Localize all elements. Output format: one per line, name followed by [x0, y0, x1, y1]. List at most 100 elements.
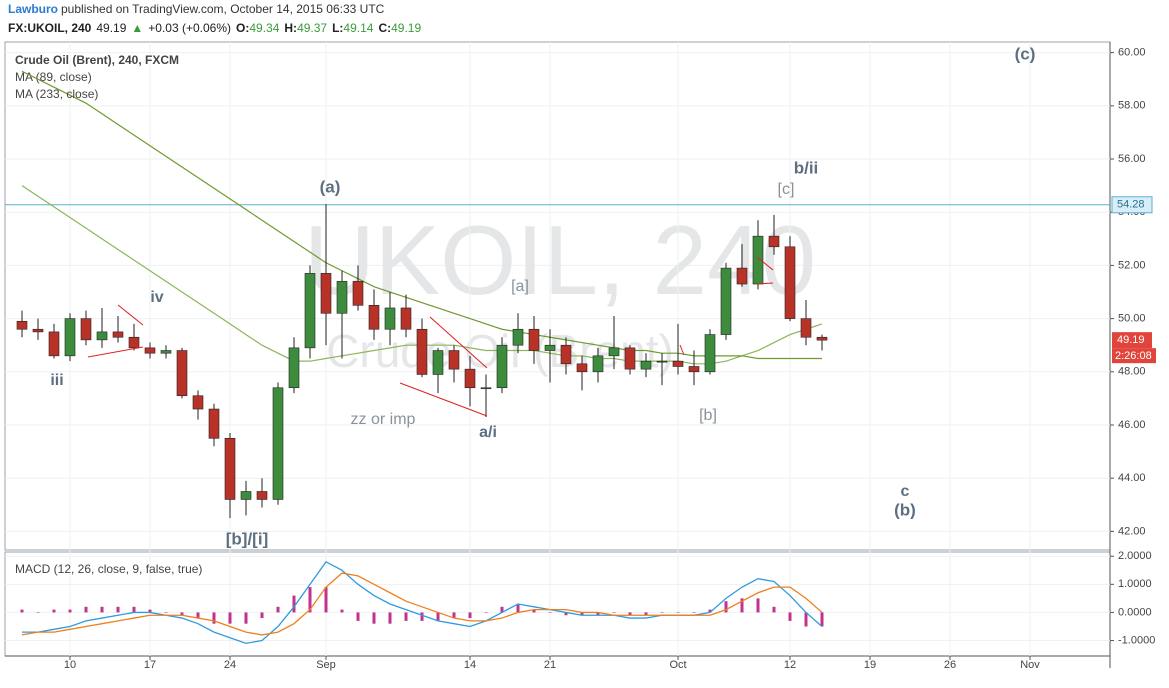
y-tick-label: 44.00 — [1118, 472, 1146, 484]
candle-body — [64, 318, 76, 357]
candle-body — [592, 355, 604, 373]
candle-body — [288, 347, 300, 389]
wave-label: iv — [150, 289, 163, 306]
macd-histogram — [452, 612, 456, 619]
candle-body — [704, 334, 716, 373]
macd-histogram — [580, 612, 584, 616]
y-tick-label: 0.0000 — [1118, 606, 1152, 618]
candle-body — [336, 281, 348, 314]
macd-histogram — [404, 612, 408, 621]
candle-body — [496, 344, 508, 389]
macd-histogram — [212, 612, 216, 624]
legend-entry: MA (89, close) — [15, 70, 92, 84]
candle-body — [448, 350, 460, 370]
ohlc-value: 49.14 — [343, 21, 373, 35]
macd-histogram — [356, 612, 360, 621]
macd-histogram — [388, 612, 392, 624]
candle-body — [304, 273, 316, 349]
ma-line — [21, 70, 822, 360]
x-tick-label: Sep — [316, 659, 336, 671]
wave-label: zz or imp — [351, 411, 416, 428]
legend-entry: MA (233, close) — [15, 87, 98, 101]
y-tick-label: 46.00 — [1118, 419, 1146, 431]
y-tick-label: 60.00 — [1118, 47, 1146, 59]
candle-body — [800, 318, 812, 338]
x-tick-label: Oct — [669, 659, 686, 671]
macd-histogram — [36, 612, 40, 613]
candle-body — [176, 350, 188, 397]
candle-body — [560, 344, 572, 365]
candle-body — [128, 336, 140, 349]
candle-body — [688, 366, 700, 373]
candle-body — [32, 328, 44, 333]
candle-body — [720, 267, 732, 335]
candle-body — [368, 305, 380, 330]
candle-body — [192, 395, 204, 410]
macd-histogram — [548, 612, 552, 613]
author: Lawburo — [8, 2, 58, 16]
level-label: 54.28 — [1117, 199, 1145, 211]
ohlc-value: 49.19 — [391, 21, 421, 35]
candle-body — [528, 328, 540, 351]
candle-body — [112, 331, 124, 338]
indicator-title: MACD (12, 26, close, 9, false, true) — [15, 562, 202, 576]
macd-line — [21, 572, 823, 636]
wave-label: (c) — [1015, 44, 1036, 63]
candle-body — [240, 491, 252, 500]
candle-body — [544, 344, 556, 351]
y-tick-label: 1.0000 — [1118, 578, 1152, 590]
wave-label: [c] — [778, 181, 795, 198]
wave-label: (a) — [320, 177, 341, 196]
x-tick-label: 24 — [224, 659, 236, 671]
candle-body — [48, 331, 60, 357]
macd-histogram — [132, 606, 136, 613]
candle-body — [96, 331, 108, 341]
candle-body — [624, 347, 636, 370]
ohlc-label: C: — [378, 21, 391, 35]
y-tick-label: -1.0000 — [1118, 634, 1155, 646]
macd-histogram — [420, 612, 424, 621]
candle-body — [160, 350, 172, 354]
candle-body — [576, 363, 588, 373]
macd-histogram — [724, 601, 728, 613]
level-box — [1111, 196, 1153, 214]
candle-body — [384, 307, 396, 330]
header-text: ▲ — [131, 21, 143, 35]
x-tick-label: Nov — [1020, 659, 1040, 671]
y-tick-label: 42.00 — [1118, 525, 1146, 537]
wave-label: [a] — [511, 278, 529, 295]
macd-histogram — [820, 612, 824, 627]
y-tick-label: 56.00 — [1118, 153, 1146, 165]
wave-label: (b) — [894, 500, 916, 519]
candle-body — [512, 328, 524, 346]
watermark: UKOIL, 240 — [304, 205, 816, 315]
macd-histogram — [148, 609, 152, 613]
macd-histogram — [260, 612, 264, 619]
candle-body — [672, 360, 684, 367]
macd-histogram — [516, 604, 520, 613]
macd-histogram — [52, 609, 56, 613]
macd-histogram — [436, 612, 440, 621]
ohlc-value: 49.34 — [249, 21, 279, 35]
trendlines — [87, 256, 774, 417]
candle-body — [768, 235, 780, 248]
x-tick-label: 26 — [944, 659, 956, 671]
chart-title: Crude Oil (Brent), 240, FXCM — [15, 53, 179, 67]
candle-body — [608, 347, 620, 357]
candle-body — [640, 360, 652, 370]
macd-histogram — [116, 606, 120, 613]
y-tick-label: 2.0000 — [1118, 550, 1152, 562]
header-text: +0.03 (+0.06%) — [148, 21, 231, 35]
wave-label: [b] — [699, 407, 717, 424]
header-text: 49.19 — [96, 21, 126, 35]
last-price-box — [1112, 332, 1152, 349]
macd-histogram — [308, 587, 312, 613]
macd-histogram — [644, 612, 648, 616]
macd-histogram — [292, 595, 296, 613]
ohlc-value: 49.37 — [297, 21, 327, 35]
macd-histogram — [628, 612, 632, 616]
ohlc-label: H: — [284, 21, 297, 35]
macd-histogram — [20, 609, 24, 613]
x-tick-label: 21 — [544, 659, 556, 671]
